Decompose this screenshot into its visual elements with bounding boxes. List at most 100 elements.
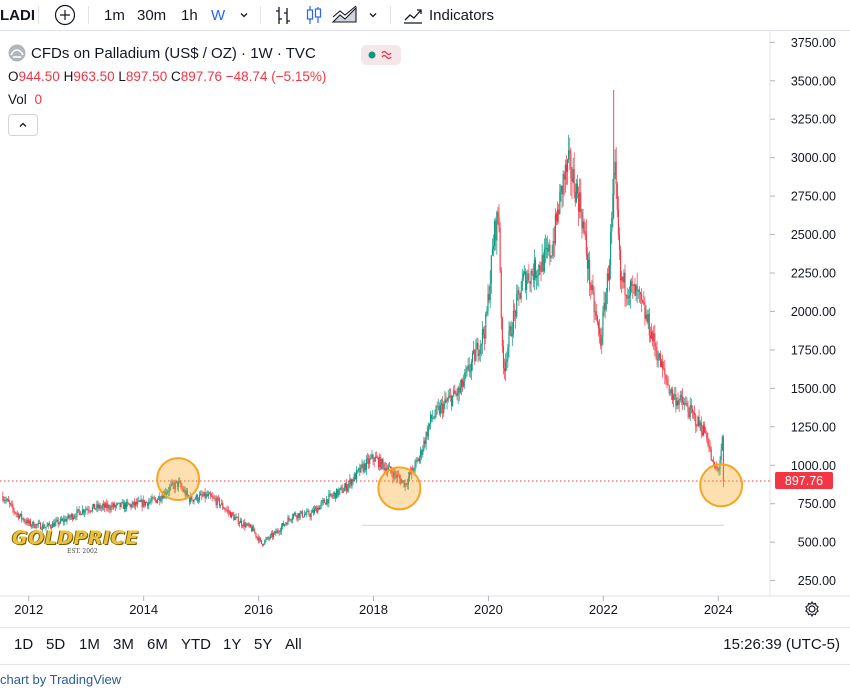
candle-body xyxy=(299,513,301,518)
price-chart[interactable]: 3750.00 3500.00 3250.00 3000.00 2750.00 2500.… xyxy=(0,30,850,630)
range-1y[interactable]: 1Y xyxy=(223,636,242,653)
candle-body xyxy=(614,161,616,176)
gear-icon[interactable] xyxy=(803,600,821,618)
area-style-button[interactable] xyxy=(331,0,359,30)
candle-body xyxy=(569,150,571,154)
candle-body xyxy=(573,168,575,192)
bar-style-button[interactable] xyxy=(272,0,294,30)
candle-style-button[interactable] xyxy=(303,0,325,30)
candle-body xyxy=(237,516,239,525)
candle-body xyxy=(491,249,493,256)
interval-1h[interactable]: 1h xyxy=(181,0,198,30)
candle-body xyxy=(534,259,537,278)
candle-body xyxy=(171,482,173,485)
range-5d[interactable]: 5D xyxy=(46,636,66,653)
candle-body xyxy=(416,459,418,461)
candle-body xyxy=(277,530,279,532)
candle-body xyxy=(316,507,318,513)
candle-body xyxy=(715,466,717,468)
interval-1m[interactable]: 1m xyxy=(104,0,125,30)
y-tick-label: 2500.00 xyxy=(791,228,836,242)
range-3m[interactable]: 3M xyxy=(113,636,134,653)
change-value: −48.74 (−5.15%) xyxy=(225,69,327,84)
candlestick-series xyxy=(2,89,724,547)
range-ytd[interactable]: YTD xyxy=(181,636,211,653)
candle-body xyxy=(700,422,702,432)
range-all[interactable]: All xyxy=(285,636,302,653)
candle-body xyxy=(145,502,148,503)
interval-w[interactable]: W xyxy=(211,0,225,30)
candle-body xyxy=(151,497,153,501)
candle-body xyxy=(194,498,196,500)
candle-body xyxy=(439,405,442,414)
candle-body xyxy=(326,499,328,505)
candle-body xyxy=(536,275,538,278)
range-1m[interactable]: 1M xyxy=(79,636,100,653)
candle-body xyxy=(215,499,217,506)
candle-body xyxy=(550,256,552,258)
y-tick-label: 3250.00 xyxy=(791,113,836,127)
candle-body xyxy=(670,389,672,393)
candle-body xyxy=(680,395,682,397)
candle-body xyxy=(586,254,588,269)
candle-body xyxy=(720,450,722,460)
candle-body xyxy=(265,539,267,541)
candle-body xyxy=(412,467,414,471)
candle-body xyxy=(207,494,209,496)
candle-body xyxy=(604,302,606,310)
range-6m[interactable]: 6M xyxy=(147,636,168,653)
candle-body xyxy=(574,191,576,203)
candle-body xyxy=(475,349,477,362)
candle-body xyxy=(328,494,330,504)
candle-body xyxy=(130,504,132,508)
candle-body xyxy=(593,292,595,313)
candle-body xyxy=(36,524,38,525)
clock-timezone[interactable]: 15:26:39 (UTC-5) xyxy=(723,636,840,653)
candle-body xyxy=(643,302,645,305)
range-5y[interactable]: 5Y xyxy=(254,636,273,653)
candle-body xyxy=(195,494,197,499)
symbol-search[interactable]: LADI xyxy=(0,0,35,30)
high-value: 963.50 xyxy=(73,69,115,84)
candle-body xyxy=(546,247,548,249)
candle-body xyxy=(359,468,361,473)
candle-body xyxy=(106,503,108,509)
candle-body xyxy=(496,212,498,241)
candle-body xyxy=(64,518,66,522)
candle-body xyxy=(255,532,257,537)
candle-body xyxy=(366,458,369,460)
candle-body xyxy=(498,216,500,228)
candle-body xyxy=(91,506,93,511)
interval-30m[interactable]: 30m xyxy=(137,0,166,30)
add-symbol-icon xyxy=(54,4,76,26)
tradingview-credit[interactable]: chart by TradingView xyxy=(0,672,122,687)
candle-body xyxy=(200,493,202,496)
candle-body xyxy=(567,159,569,172)
range-1d[interactable]: 1D xyxy=(14,636,34,653)
candle-body xyxy=(39,522,41,530)
candle-body xyxy=(14,511,16,514)
chart-style-dropdown-button[interactable] xyxy=(367,0,379,30)
candle-body xyxy=(310,512,312,518)
candle-body xyxy=(312,510,314,513)
candle-body xyxy=(276,530,278,534)
candle-body xyxy=(96,504,98,509)
candle-body xyxy=(190,495,192,503)
candle-body xyxy=(699,422,701,426)
legend-title[interactable]: CFDs on Palladium (US$ / OZ) · 1W · TVC xyxy=(31,44,316,62)
market-status-pill[interactable] xyxy=(361,45,401,65)
candle-body xyxy=(180,482,182,487)
candle-body xyxy=(273,533,275,537)
interval-label: 1m xyxy=(104,6,125,24)
legend-collapse-button[interactable] xyxy=(8,114,38,136)
indicators-button[interactable]: Indicators xyxy=(402,0,494,30)
add-symbol-button[interactable] xyxy=(54,0,76,30)
candle-body xyxy=(447,397,449,401)
candle-body xyxy=(358,468,360,470)
candle-body xyxy=(385,467,387,473)
candle-body xyxy=(252,526,254,532)
candle-body xyxy=(611,217,613,232)
interval-dropdown-button[interactable] xyxy=(238,0,250,30)
candle-body xyxy=(445,399,447,402)
candle-body xyxy=(59,518,61,523)
